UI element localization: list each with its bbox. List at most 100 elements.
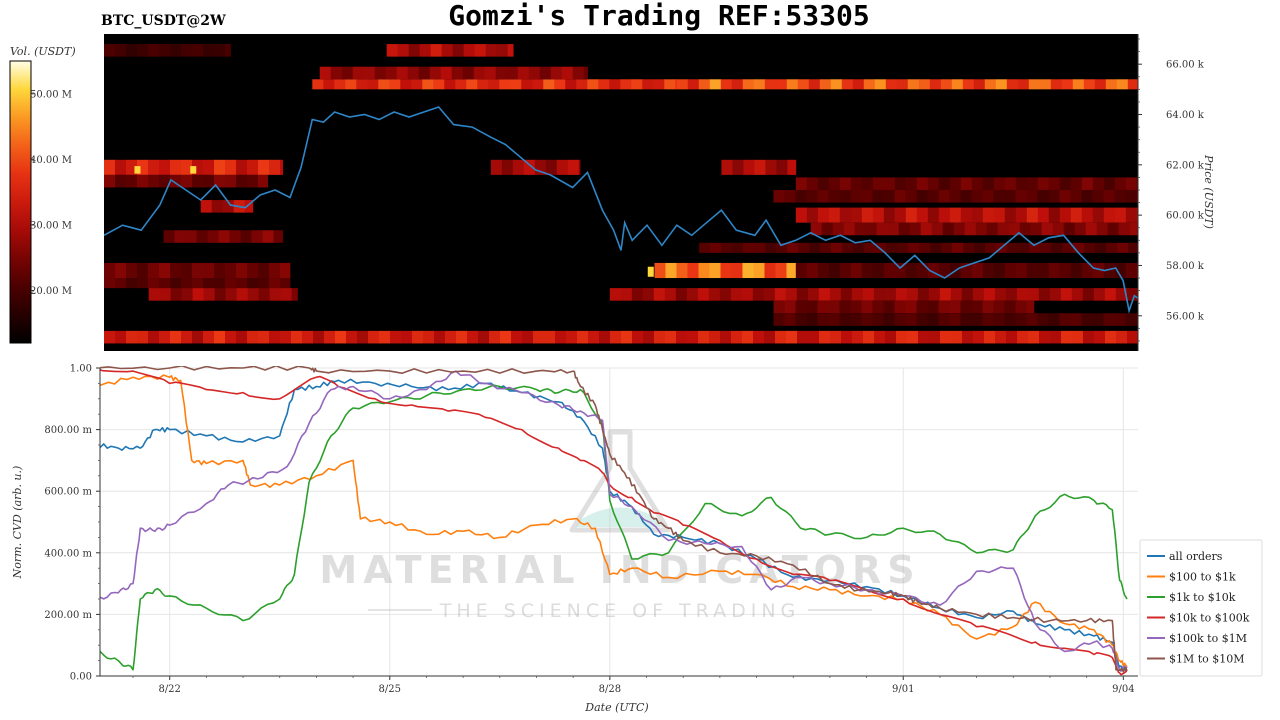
heat-cell <box>1039 330 1051 344</box>
heat-cell <box>533 330 545 344</box>
heat-cell <box>280 330 292 344</box>
heat-cell <box>352 66 365 80</box>
heat-cell <box>1004 300 1016 314</box>
heat-cell <box>543 79 555 90</box>
heat-cell <box>817 177 830 190</box>
heat-cell <box>577 330 589 344</box>
heat-cell <box>720 262 732 279</box>
heat-cell <box>269 288 282 301</box>
heat-cell <box>1103 262 1116 279</box>
heat-cell <box>1059 177 1072 190</box>
heat-cell <box>422 79 434 90</box>
heat-cell <box>883 189 895 203</box>
heat-cell <box>872 207 885 223</box>
heat-hotspot <box>134 166 141 174</box>
heat-cell <box>313 330 325 344</box>
heat-cell <box>1040 242 1052 253</box>
heat-cell <box>599 330 611 344</box>
heat-cell <box>795 207 808 223</box>
heat-cell <box>115 174 127 188</box>
heat-cell <box>214 159 226 175</box>
heat-cell <box>953 222 966 236</box>
heat-cell <box>1026 262 1039 279</box>
heat-cell <box>159 262 171 279</box>
heat-cell <box>675 79 678 90</box>
heat-cell <box>894 189 906 203</box>
heat-cell <box>225 174 237 188</box>
heat-cell <box>664 79 676 90</box>
heat-cell <box>236 262 248 279</box>
heat-cell <box>1026 207 1039 223</box>
heat-cell <box>819 79 832 90</box>
heat-cell <box>554 79 566 90</box>
heat-cell <box>982 189 994 203</box>
heat-cell <box>523 159 536 175</box>
heat-cell <box>1126 288 1138 301</box>
heat-cell <box>1094 79 1107 90</box>
heat-cell <box>861 189 873 203</box>
heat-cell <box>490 159 503 175</box>
heat-cell <box>786 330 798 344</box>
heat-cell <box>1026 189 1038 203</box>
heat-cell <box>894 313 906 326</box>
price-tick-label: 62.00 k <box>1166 160 1205 171</box>
heat-cell <box>170 174 182 188</box>
heat-cell <box>1125 189 1137 203</box>
heat-cell <box>896 79 909 90</box>
heat-cell <box>808 79 821 90</box>
heat-cell <box>1004 207 1017 223</box>
heat-cell <box>851 288 864 301</box>
heat-cell <box>386 44 399 57</box>
heat-cell <box>203 278 215 289</box>
heat-cell <box>247 159 259 175</box>
heat-cell <box>854 222 867 236</box>
heat-cell <box>1070 177 1083 190</box>
heat-cell <box>170 262 182 279</box>
cvd-y-tick-label: 1.00 <box>70 364 92 375</box>
heat-cell <box>754 242 766 253</box>
heat-cell <box>159 159 171 175</box>
heat-cell <box>665 262 677 279</box>
heat-cell <box>1136 262 1138 279</box>
heat-cell <box>1061 330 1073 344</box>
heat-cell <box>927 189 939 203</box>
heat-cell <box>774 288 787 301</box>
heat-cell <box>872 189 884 203</box>
heat-cell <box>883 313 895 326</box>
heat-cell <box>430 44 443 57</box>
heat-cell <box>971 177 984 190</box>
legend-label-1: all orders <box>1169 550 1223 563</box>
heat-cell <box>566 330 578 344</box>
heat-cell <box>621 330 633 344</box>
heat-cell <box>810 222 823 236</box>
heat-cell <box>960 189 972 203</box>
heat-cell <box>905 313 917 326</box>
heat-cell <box>1048 189 1060 203</box>
heat-cell <box>258 174 269 188</box>
heat-cell <box>952 242 964 253</box>
heat-cell <box>709 79 722 90</box>
heat-cell <box>1026 177 1039 190</box>
heat-cell <box>861 300 873 314</box>
heat-cell <box>1017 330 1029 344</box>
heat-cell <box>148 330 160 344</box>
heat-cell <box>445 330 457 344</box>
heat-cell <box>1048 207 1061 223</box>
heat-cell <box>104 44 116 57</box>
heat-cell <box>927 207 940 223</box>
heat-cell <box>742 330 754 344</box>
cvd-line-5 <box>100 370 1128 672</box>
heat-cell <box>752 288 765 301</box>
heat-cell <box>828 262 841 279</box>
heat-cell <box>741 288 754 301</box>
heat-cell <box>1060 288 1073 301</box>
heat-cell <box>839 189 851 203</box>
heat-cell <box>148 278 160 289</box>
heat-cell <box>280 288 293 301</box>
heat-cell <box>850 207 863 223</box>
heat-cell <box>341 66 354 80</box>
cvd-x-tick-label: 9/01 <box>892 684 914 695</box>
heat-cell <box>192 330 204 344</box>
heat-cell <box>840 288 853 301</box>
heat-cell <box>408 44 421 57</box>
